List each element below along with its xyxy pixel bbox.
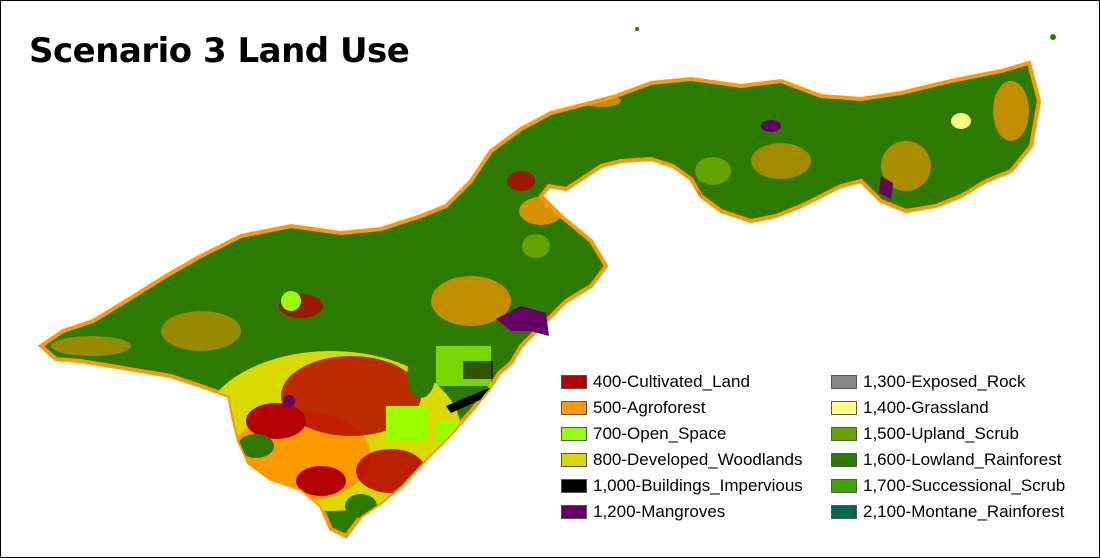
legend-item: 400-Cultivated_Land <box>561 369 831 395</box>
legend-item: 1,300-Exposed_Rock <box>831 369 1099 395</box>
legend-item: 1,200-Mangroves <box>561 499 831 525</box>
legend-item: 1,000-Buildings_Impervious <box>561 473 831 499</box>
legend-label: 1,700-Successional_Scrub <box>863 476 1066 495</box>
legend-swatch <box>831 375 857 389</box>
legend-item: 1,700-Successional_Scrub <box>831 473 1099 499</box>
legend-label: 800-Developed_Woodlands <box>593 450 803 469</box>
legend-swatch <box>561 427 587 441</box>
legend-item: 1,500-Upland_Scrub <box>831 421 1099 447</box>
legend-label: 500-Agroforest <box>593 398 706 417</box>
offshore-islet <box>1050 34 1056 40</box>
offshore-islet <box>635 27 639 31</box>
legend-item: 800-Developed_Woodlands <box>561 447 831 473</box>
mangrove-patch <box>496 306 549 336</box>
legend-swatch <box>561 375 587 389</box>
legend-item: 700-Open_Space <box>561 421 831 447</box>
legend-label: 1,300-Exposed_Rock <box>863 372 1026 391</box>
mangrove-patch <box>283 395 295 407</box>
legend-swatch <box>831 401 857 415</box>
legend-swatch <box>831 479 857 493</box>
legend-swatch <box>561 505 587 519</box>
legend-label: 1,600-Lowland_Rainforest <box>863 450 1062 469</box>
legend-label: 400-Cultivated_Land <box>593 372 750 391</box>
legend-swatch <box>831 505 857 519</box>
legend-label: 1,500-Upland_Scrub <box>863 424 1019 443</box>
legend-item: 1,400-Grassland <box>831 395 1099 421</box>
legend-swatch <box>561 479 587 493</box>
legend-swatch <box>831 453 857 467</box>
map-title: Scenario 3 Land Use <box>29 31 410 71</box>
mangrove-patch <box>879 176 893 199</box>
legend-swatch <box>831 427 857 441</box>
legend-label: 1,000-Buildings_Impervious <box>593 476 803 495</box>
legend-label: 2,100-Montane_Rainforest <box>863 502 1065 521</box>
legend-swatch <box>561 453 587 467</box>
legend-label: 700-Open_Space <box>593 424 727 443</box>
legend-item: 500-Agroforest <box>561 395 831 421</box>
offshore-islet <box>544 204 548 208</box>
legend: 400-Cultivated_Land 500-Agroforest 700-Ope… <box>561 369 1099 525</box>
legend-label: 1,200-Mangroves <box>593 502 726 521</box>
legend-label: 1,400-Grassland <box>863 398 989 417</box>
land-use-patches <box>51 81 1029 518</box>
legend-item: 1,600-Lowland_Rainforest <box>831 447 1099 473</box>
legend-item: 2,100-Montane_Rainforest <box>831 499 1099 525</box>
legend-swatch <box>561 401 587 415</box>
